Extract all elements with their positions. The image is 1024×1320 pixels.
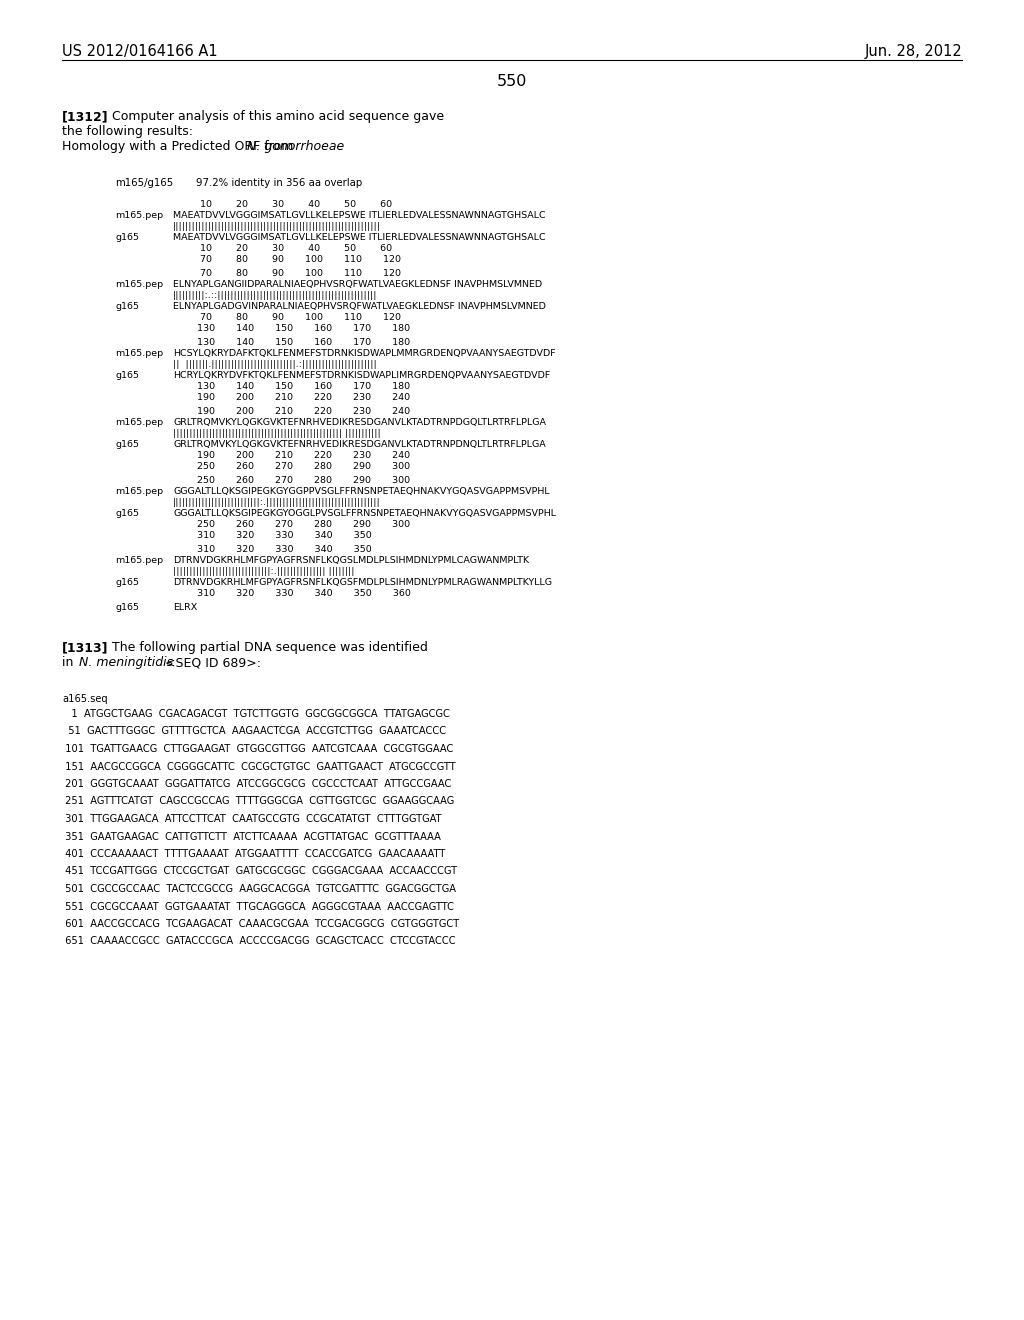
Text: 551  CGCGCCAAAT  GGTGAAATAT  TTGCAGGGCA  AGGGCGTAAA  AACCGAGTTC: 551 CGCGCCAAAT GGTGAAATAT TTGCAGGGCA AGG… [62, 902, 454, 912]
Text: g165: g165 [115, 603, 139, 612]
Text: 190       200       210       220       230       240: 190 200 210 220 230 240 [173, 451, 411, 459]
Text: 501  CGCCGCCAAC  TACTCCGCCG  AAGGCACGGA  TGTCGATTTC  GGACGGCTGA: 501 CGCCGCCAAC TACTCCGCCG AAGGCACGGA TGT… [62, 884, 456, 894]
Text: m165.pep: m165.pep [115, 211, 163, 220]
Text: 310       320       330       340       350: 310 320 330 340 350 [173, 531, 372, 540]
Text: 101  TGATTGAACG  CTTGGAAGAT  GTGGCGTTGG  AATCGTCAAA  CGCGTGGAAC: 101 TGATTGAACG CTTGGAAGAT GTGGCGTTGG AAT… [62, 744, 454, 754]
Text: 10        20        30        40        50        60: 10 20 30 40 50 60 [173, 201, 392, 209]
Text: GRLTRQMVKYLQGKGVKTEFNRHVEDIKRESDGANVLKTADTRNPDNQLTLRTRFLPLGA: GRLTRQMVKYLQGKGVKTEFNRHVEDIKRESDGANVLKTA… [173, 440, 546, 449]
Text: 251  AGTTTCATGT  CAGCCGCCAG  TTTTGGGCGA  CGTTGGTCGC  GGAAGGCAAG: 251 AGTTTCATGT CAGCCGCCAG TTTTGGGCGA CGT… [62, 796, 455, 807]
Text: g165: g165 [115, 234, 139, 242]
Text: 130       140       150       160       170       180: 130 140 150 160 170 180 [173, 381, 411, 391]
Text: 651  CAAAACCGCC  GATACCCGCA  ACCCCGACGG  GCAGCTCACC  CTCCGTACCC: 651 CAAAACCGCC GATACCCGCA ACCCCGACGG GCA… [62, 936, 456, 946]
Text: m165.pep: m165.pep [115, 348, 163, 358]
Text: 51  GACTTTGGGC  GTTTTGCTCA  AAGAACTCGA  ACCGTCTTGG  GAAATCACCC: 51 GACTTTGGGC GTTTTGCTCA AAGAACTCGA ACCG… [62, 726, 446, 737]
Text: g165: g165 [115, 371, 139, 380]
Text: GGGALTLLQKSGIPEGKGYGGPPVSGLFFRNSNPETAEQHNAKVYGQASVGAPPMSVPHL: GGGALTLLQKSGIPEGKGYGGPPVSGLFFRNSNPETAEQH… [173, 487, 550, 496]
Text: 310       320       330       340       350       360: 310 320 330 340 350 360 [173, 589, 411, 598]
Text: 401  CCCAAAAACT  TTTTGAAAAT  ATGGAATTTT  CCACCGATCG  GAACAAAATT: 401 CCCAAAAACT TTTTGAAAAT ATGGAATTTT CCA… [62, 849, 445, 859]
Text: 10        20        30        40        50        60: 10 20 30 40 50 60 [173, 244, 392, 253]
Text: MAEATDVVLVGGGIMSATLGVLLKELEPSWE ITLIERLEDVALESSNAWNNAGTGHSALC: MAEATDVVLVGGGIMSATLGVLLKELEPSWE ITLIERLE… [173, 211, 546, 220]
Text: 130       140       150       160       170       180: 130 140 150 160 170 180 [173, 323, 411, 333]
Text: ELRX: ELRX [173, 603, 198, 612]
Text: m165.pep: m165.pep [115, 280, 163, 289]
Text: <SEQ ID 689>:: <SEQ ID 689>: [161, 656, 261, 669]
Text: 190       200       210       220       230       240: 190 200 210 220 230 240 [173, 393, 411, 403]
Text: g165: g165 [115, 578, 139, 587]
Text: 97.2% identity in 356 aa overlap: 97.2% identity in 356 aa overlap [183, 178, 362, 187]
Text: US 2012/0164166 A1: US 2012/0164166 A1 [62, 44, 218, 59]
Text: ||  |||||||.||||||||||||||||||||||||||.:|||||||||||||||||||||||: || |||||||.||||||||||||||||||||||||||.:|… [173, 360, 377, 370]
Text: HCSYLQKRYDAFKTQKLFENMEFSTDRNKISDWAPLMMRGRDENQPVAANYSAEGTDVDF: HCSYLQKRYDAFKTQKLFENMEFSTDRNKISDWAPLMMRG… [173, 348, 556, 358]
Text: HCRYLQKRYDVFKTQKLFENMEFSTDRNKISDWAPLIMRGRDENQPVAANYSAEGTDVDF: HCRYLQKRYDVFKTQKLFENMEFSTDRNKISDWAPLIMRG… [173, 371, 550, 380]
Text: 70        80        90       100       110       120: 70 80 90 100 110 120 [173, 269, 401, 279]
Text: ||||||||||:.::|||||||||||||||||||||||||||||||||||||||||||||||||: ||||||||||:.::||||||||||||||||||||||||||… [173, 290, 378, 300]
Text: |||||||||||||||||||||||||||||||||||||||||||||||||||| |||||||||||: ||||||||||||||||||||||||||||||||||||||||… [173, 429, 381, 438]
Text: 250       260       270       280       290       300: 250 260 270 280 290 300 [173, 520, 411, 529]
Text: 70        80        90       100       110       120: 70 80 90 100 110 120 [173, 255, 401, 264]
Text: MAEATDVVLVGGGIMSATLGVLLKELEPSWE ITLIERLEDVALESSNAWNNAGTGHSALC: MAEATDVVLVGGGIMSATLGVLLKELEPSWE ITLIERLE… [173, 234, 546, 242]
Text: m165.pep: m165.pep [115, 487, 163, 496]
Text: The following partial DNA sequence was identified: The following partial DNA sequence was i… [100, 642, 428, 653]
Text: GGGALTLLQKSGIPEGKGYOGGLPVSGLFFRNSNPETAEQHNAKVYGQASVGAPPMSVPHL: GGGALTLLQKSGIPEGKGYOGGLPVSGLFFRNSNPETAEQ… [173, 510, 556, 517]
Text: N. gonorrhoeae: N. gonorrhoeae [247, 140, 344, 153]
Text: ELNYAPLGADGVINPARALNIAEQPHVSRQFWATLVAEGKLEDNSF INAVPHMSLVMNED: ELNYAPLGADGVINPARALNIAEQPHVSRQFWATLVAEGK… [173, 302, 546, 312]
Text: ||||||||||||||||||||||||||||||||||||||||||||||||||||||||||||||||: ||||||||||||||||||||||||||||||||||||||||… [173, 222, 381, 231]
Text: ELNYAPLGANGIIDPARALNIAEQPHVSRQFWATLVAEGKLEDNSF INAVPHMSLVMNED: ELNYAPLGANGIIDPARALNIAEQPHVSRQFWATLVAEGK… [173, 280, 542, 289]
Text: DTRNVDGKRHLMFGPYAGFRSNFLKQGSLMDLPLSIHMDNLYPMLCAGWANMPLTK: DTRNVDGKRHLMFGPYAGFRSNFLKQGSLMDLPLSIHMDN… [173, 556, 529, 565]
Text: 301  TTGGAAGACA  ATTCCTTCAT  CAATGCCGTG  CCGCATATGT  CTTTGGTGAT: 301 TTGGAAGACA ATTCCTTCAT CAATGCCGTG CCG… [62, 814, 441, 824]
Text: |||||||||||||||||||||||||||:.|||||||||||||||||||||||||||||||||||: |||||||||||||||||||||||||||:.|||||||||||… [173, 498, 381, 507]
Text: ||||||||||||||||||||||||||||||:.||||||||||||||| ||||||||: ||||||||||||||||||||||||||||||:.||||||||… [173, 568, 354, 576]
Text: GRLTRQMVKYLQGKGVKTEFNRHVEDIKRESDGANVLKTADTRNPDGQLTLRTRFLPLGA: GRLTRQMVKYLQGKGVKTEFNRHVEDIKRESDGANVLKTA… [173, 418, 546, 426]
Text: 250       260       270       280       290       300: 250 260 270 280 290 300 [173, 477, 411, 484]
Text: 151  AACGCCGGCA  CGGGGCATTC  CGCGCTGTGC  GAATTGAACT  ATGCGCCGTT: 151 AACGCCGGCA CGGGGCATTC CGCGCTGTGC GAA… [62, 762, 456, 771]
Text: 1  ATGGCTGAAG  CGACAGACGT  TGTCTTGGTG  GGCGGCGGCA  TTATGAGCGC: 1 ATGGCTGAAG CGACAGACGT TGTCTTGGTG GGCGG… [62, 709, 450, 719]
Text: the following results:: the following results: [62, 125, 193, 139]
Text: g165: g165 [115, 440, 139, 449]
Text: 451  TCCGATTGGG  CTCCGCTGAT  GATGCGCGGC  CGGGACGAAA  ACCAACCCGT: 451 TCCGATTGGG CTCCGCTGAT GATGCGCGGC CGG… [62, 866, 457, 876]
Text: Computer analysis of this amino acid sequence gave: Computer analysis of this amino acid seq… [100, 110, 444, 123]
Text: [1313]: [1313] [62, 642, 109, 653]
Text: 550: 550 [497, 74, 527, 88]
Text: 70        80        90       100       110       120: 70 80 90 100 110 120 [173, 313, 401, 322]
Text: [1312]: [1312] [62, 110, 109, 123]
Text: 130       140       150       160       170       180: 130 140 150 160 170 180 [173, 338, 411, 347]
Text: DTRNVDGKRHLMFGPYAGFRSNFLKQGSFMDLPLSIHMDNLYPMLRAGWANMPLTKYLLG: DTRNVDGKRHLMFGPYAGFRSNFLKQGSFMDLPLSIHMDN… [173, 578, 552, 587]
Text: g165: g165 [115, 510, 139, 517]
Text: 601  AACCGCCACG  TCGAAGACAT  CAAACGCGAA  TCCGACGGCG  CGTGGGTGCT: 601 AACCGCCACG TCGAAGACAT CAAACGCGAA TCC… [62, 919, 459, 929]
Text: m165/g165: m165/g165 [115, 178, 173, 187]
Text: N. meningitidis: N. meningitidis [79, 656, 173, 669]
Text: 190       200       210       220       230       240: 190 200 210 220 230 240 [173, 407, 411, 416]
Text: 351  GAATGAAGAC  CATTGTTCTT  ATCTTCAAAA  ACGTTATGAC  GCGTTTAAAA: 351 GAATGAAGAC CATTGTTCTT ATCTTCAAAA ACG… [62, 832, 441, 842]
Text: 310       320       330       340       350: 310 320 330 340 350 [173, 545, 372, 554]
Text: a165.seq: a165.seq [62, 694, 108, 704]
Text: g165: g165 [115, 302, 139, 312]
Text: m165.pep: m165.pep [115, 556, 163, 565]
Text: in: in [62, 656, 78, 669]
Text: Homology with a Predicted ORF from: Homology with a Predicted ORF from [62, 140, 297, 153]
Text: Jun. 28, 2012: Jun. 28, 2012 [864, 44, 962, 59]
Text: 201  GGGTGCAAAT  GGGATTATCG  ATCCGGCGCG  CGCCCTCAAT  ATTGCCGAAC: 201 GGGTGCAAAT GGGATTATCG ATCCGGCGCG CGC… [62, 779, 452, 789]
Text: m165.pep: m165.pep [115, 418, 163, 426]
Text: 250       260       270       280       290       300: 250 260 270 280 290 300 [173, 462, 411, 471]
